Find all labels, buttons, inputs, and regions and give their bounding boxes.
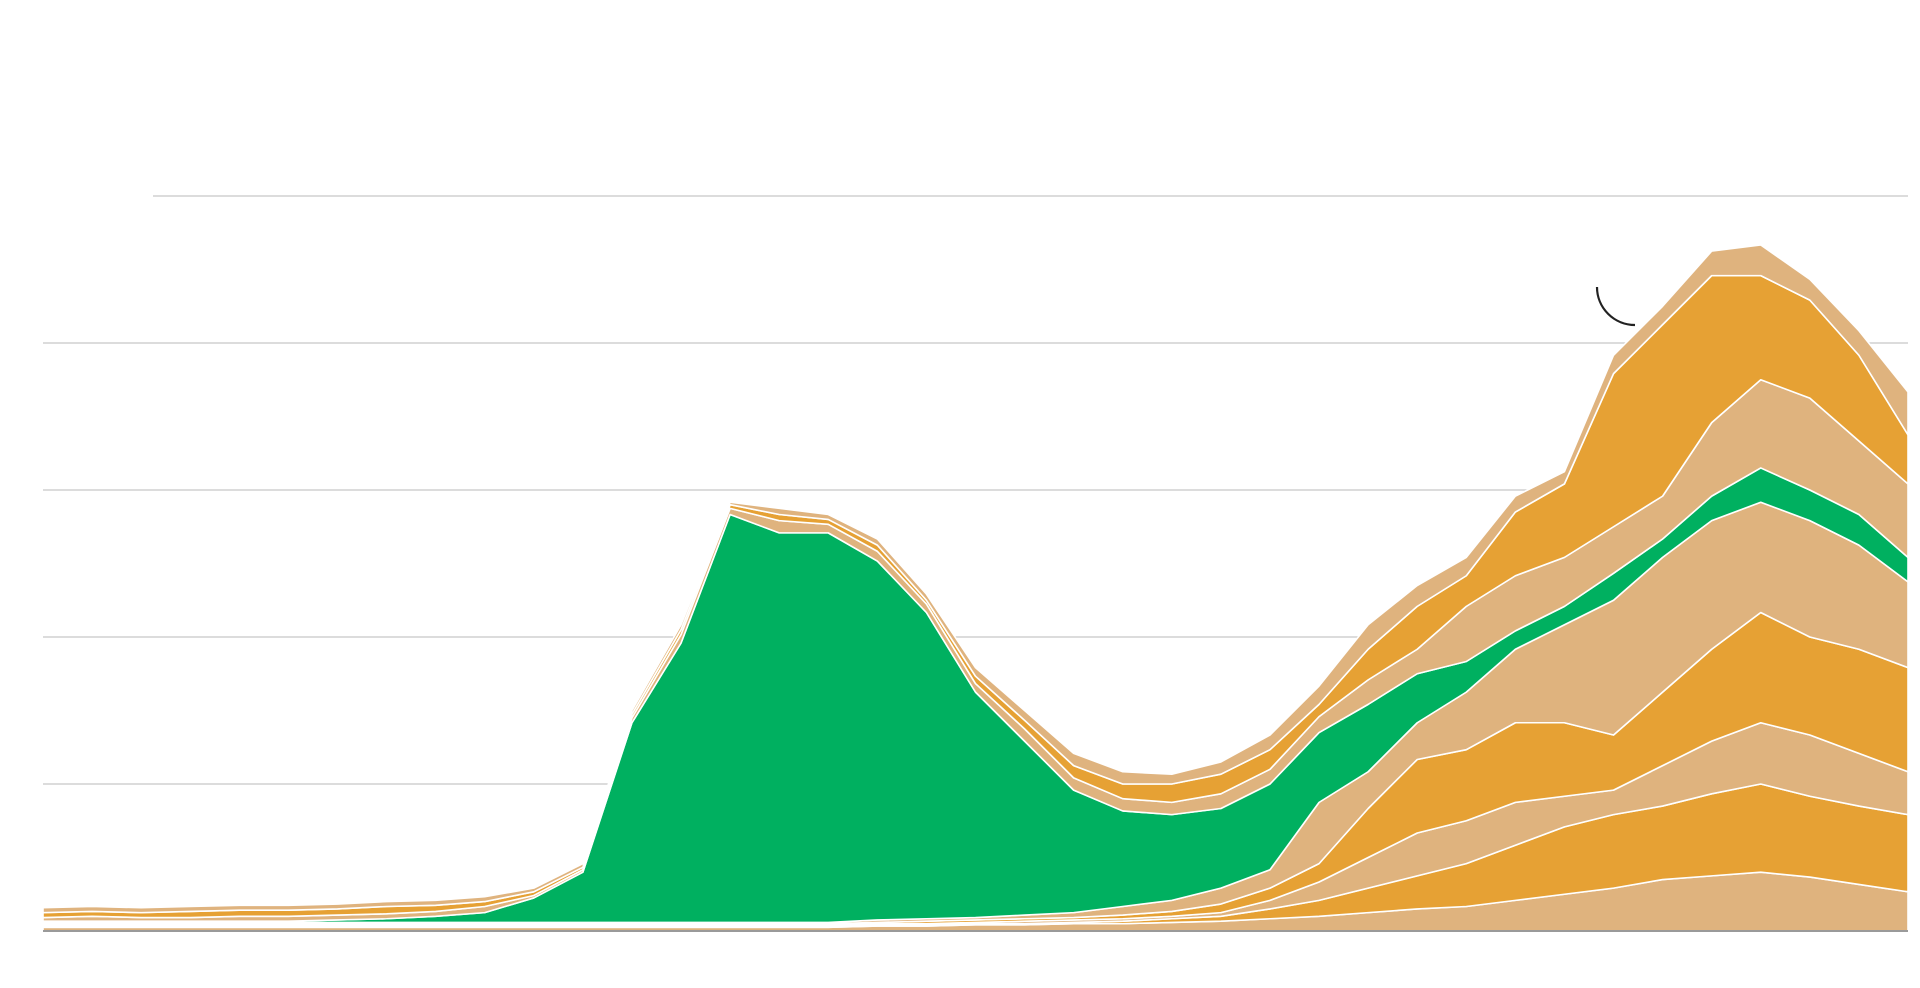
annotation-arc bbox=[1595, 286, 1636, 327]
area-series-8 bbox=[42, 244, 1909, 914]
area-series bbox=[42, 244, 1909, 932]
